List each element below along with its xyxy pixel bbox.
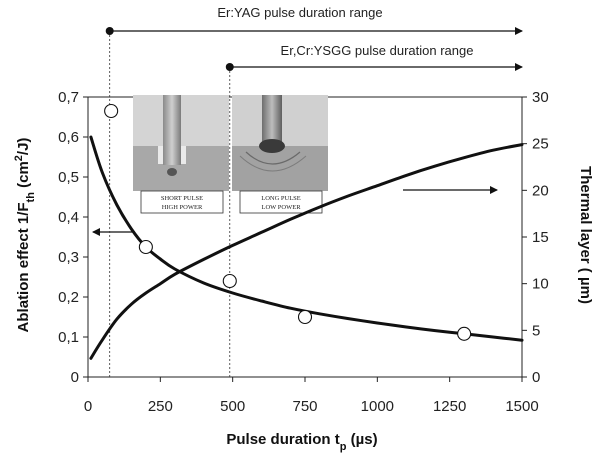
y-right-tick-label: 10: [532, 276, 549, 293]
thermal-layer-curve: [89, 143, 524, 360]
data-point-marker: [297, 309, 313, 325]
inset-short-pulse-caption-2: HIGH POWER: [162, 204, 203, 211]
y-axis-left-title: Ablation effect 1/Fth (cm2/J): [13, 138, 37, 333]
y-left-tick-label: 0,2: [58, 289, 79, 306]
inset-long-pulse-zone-2: [239, 155, 307, 172]
range-start-dot: [105, 27, 114, 35]
inset-short-pulse-caption-box: [140, 190, 224, 214]
inset-long-pulse-zone-1: [245, 151, 301, 165]
x-axis-title: Pulse duration tp (µs): [226, 431, 377, 453]
y-right-tick-label: 30: [532, 89, 549, 106]
y-left-tick-label: 0,4: [58, 209, 79, 226]
y-right-tick-label: 5: [532, 322, 540, 339]
y-right-tick-label: 20: [532, 182, 549, 199]
inset-long-pulse-caption-1: LONG PULSE: [261, 195, 301, 202]
inset-long-pulse: LONG PULSE LOW POWER: [232, 95, 328, 214]
x-tick-label: 1500: [505, 398, 538, 415]
x-tick-label: 750: [292, 398, 317, 415]
x-tick-label: 1250: [433, 398, 466, 415]
x-tick-label: 0: [84, 398, 92, 415]
x-tick-label: 500: [220, 398, 245, 415]
inset-short-pulse-caption-1: SHORT PULSE: [161, 195, 203, 202]
y-left-tick-label: 0,3: [58, 249, 79, 266]
range-label-eryag: Er:YAG pulse duration range: [217, 5, 382, 20]
inset-long-pulse-caption-box: [239, 190, 323, 214]
data-layer: [89, 27, 524, 377]
x-tick-label: 1000: [361, 398, 394, 415]
data-point-marker: [222, 273, 237, 289]
y-left-tick-label: 0,6: [58, 129, 79, 146]
y-axis-right-title: Thermal layer ( µm): [577, 166, 594, 304]
y-left-tick-label: 0,7: [58, 89, 79, 106]
x-tick-label: 250: [148, 398, 173, 415]
range-label-ercrysgg: Er,Cr:YSGG pulse duration range: [281, 43, 474, 58]
inset-long-pulse-caption-2: LOW POWER: [261, 204, 301, 211]
data-point-marker: [104, 103, 119, 119]
y-left-tick-label: 0: [71, 369, 79, 386]
inset-long-pulse-spot: [259, 139, 285, 153]
data-point-marker: [457, 326, 472, 341]
y-right-tick-label: 0: [532, 369, 540, 386]
y-right-tick-label: 15: [532, 229, 549, 246]
inset-short-pulse-spot: [167, 168, 177, 176]
data-point-marker: [138, 239, 153, 255]
y-right-tick-label: 25: [532, 136, 549, 153]
y-left-tick-label: 0,1: [58, 329, 79, 346]
ablation-effect-curve: [89, 135, 524, 342]
y-left-tick-label: 0,5: [58, 169, 79, 186]
inset-short-pulse: SHORT PULSE HIGH POWER: [133, 95, 229, 214]
inset-short-pulse-fiber: [163, 95, 181, 165]
plot-area: 0 250 500 750 1000 1250 150000,10,20,30,40,50,…: [58, 89, 549, 415]
inset-long-pulse-fiber: [262, 95, 282, 142]
range-start-dot: [225, 63, 234, 71]
